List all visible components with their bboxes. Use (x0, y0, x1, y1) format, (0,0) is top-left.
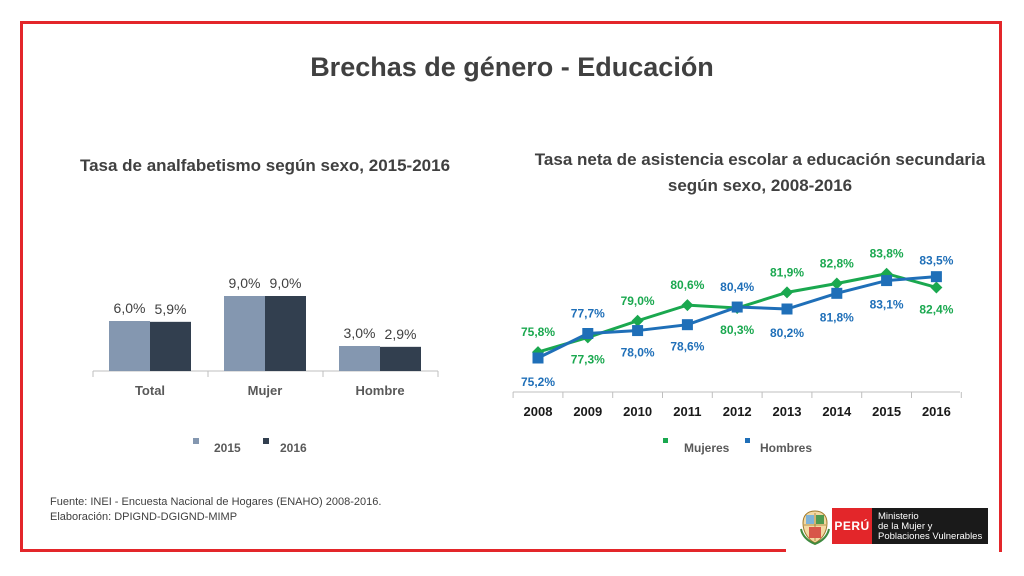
data-label: 2,9% (385, 326, 417, 342)
data-label-mujeres: 75,8% (521, 325, 555, 339)
point-mujeres (781, 286, 793, 299)
point-hombres (532, 352, 544, 364)
data-label-hombres: 83,1% (870, 298, 904, 312)
legend-marker-2016 (263, 438, 269, 444)
peru-logo-box: PERÚ (832, 508, 872, 544)
data-label-hombres: 80,4% (720, 280, 754, 294)
x-tick-label: Hombre (355, 383, 404, 398)
bar-2016-Mujer (265, 296, 306, 371)
slide-frame (20, 21, 1002, 552)
bar-2016-Total (150, 321, 191, 371)
x-tick-label: 2012 (723, 404, 752, 419)
bar-2016-Hombre (380, 346, 421, 371)
bar-2015-Total (109, 321, 150, 371)
data-label: 6,0% (114, 300, 146, 316)
point-hombres (632, 325, 644, 337)
data-label-mujeres: 77,3% (571, 352, 605, 366)
x-tick-label: 2014 (822, 404, 852, 419)
x-tick-label: 2010 (623, 404, 652, 419)
x-tick-label: 2013 (773, 404, 802, 419)
bar-chart-title: Tasa de analfabetismo según sexo, 2015-2… (79, 156, 451, 175)
point-mujeres (631, 314, 644, 327)
legend-marker-hombres (745, 438, 750, 443)
x-tick-label: 2015 (872, 404, 901, 419)
point-hombres (681, 319, 693, 331)
point-hombres (930, 271, 942, 283)
point-mujeres (930, 281, 943, 294)
source-note: Fuente: INEI - Encuesta Nacional de Hoga… (50, 495, 381, 525)
legend-label-2015: 2015 (214, 441, 241, 455)
page-title: Brechas de género - Educación (310, 52, 714, 82)
data-label-mujeres: 79,0% (621, 294, 655, 308)
point-hombres (881, 275, 893, 287)
ministry-logo-box: Ministerio de la Mujer y Poblaciones Vul… (872, 508, 988, 544)
x-tick-label: 2016 (922, 404, 951, 419)
data-label-mujeres: 83,8% (870, 247, 904, 261)
point-hombres (781, 303, 793, 315)
data-label: 5,9% (155, 301, 187, 317)
data-label-hombres: 75,2% (521, 375, 555, 389)
x-tick-label: 2008 (524, 404, 553, 419)
x-tick-label: Total (135, 383, 165, 398)
x-tick-label: Mujer (248, 383, 283, 398)
data-label-hombres: 77,7% (571, 307, 605, 321)
point-hombres (582, 328, 594, 339)
data-label-mujeres: 82,8% (820, 257, 854, 271)
data-label-hombres: 80,2% (770, 326, 804, 340)
x-tick-label: 2009 (573, 404, 602, 419)
ministry-line: Ministerio (878, 511, 919, 522)
legend-label-2016: 2016 (280, 441, 307, 455)
point-hombres (731, 301, 743, 313)
data-label-mujeres: 81,9% (770, 265, 804, 279)
data-label-hombres: 83,5% (919, 254, 953, 268)
source-line: Fuente: INEI - Encuesta Nacional de Hoga… (50, 496, 382, 508)
data-label-mujeres: 80,3% (720, 323, 754, 337)
point-mujeres (681, 299, 694, 312)
legend-marker-mujeres (663, 438, 668, 443)
legend-label-mujeres: Mujeres (684, 441, 730, 455)
data-label-hombres: 78,0% (621, 346, 655, 360)
x-tick-label: 2011 (673, 404, 701, 419)
credit-line: Elaboración: DPIGND-DGIGND-MIMP (50, 511, 238, 523)
data-label-mujeres: 80,6% (670, 278, 704, 292)
bar-2015-Mujer (224, 296, 265, 371)
data-label-hombres: 78,6% (670, 340, 704, 354)
bar-2015-Hombre (339, 346, 380, 371)
legend-label-hombres: Hombres (760, 441, 812, 455)
line-chart-title: Tasa neta de asistencia escolar a educac… (534, 150, 986, 195)
ministry-line: de la Mujer y (878, 521, 933, 532)
coat-of-arms-icon (800, 510, 830, 545)
legend-marker-2015 (193, 438, 199, 444)
data-label: 3,0% (344, 325, 376, 341)
point-hombres (831, 287, 843, 299)
slide-frame-bottom (20, 549, 786, 552)
ministry-line: Poblaciones Vulnerables (878, 531, 983, 542)
data-label-mujeres: 82,4% (919, 302, 953, 316)
data-label: 9,0% (229, 275, 261, 291)
point-mujeres (830, 277, 843, 290)
data-label: 9,0% (270, 275, 302, 291)
data-label-hombres: 81,8% (820, 310, 854, 324)
